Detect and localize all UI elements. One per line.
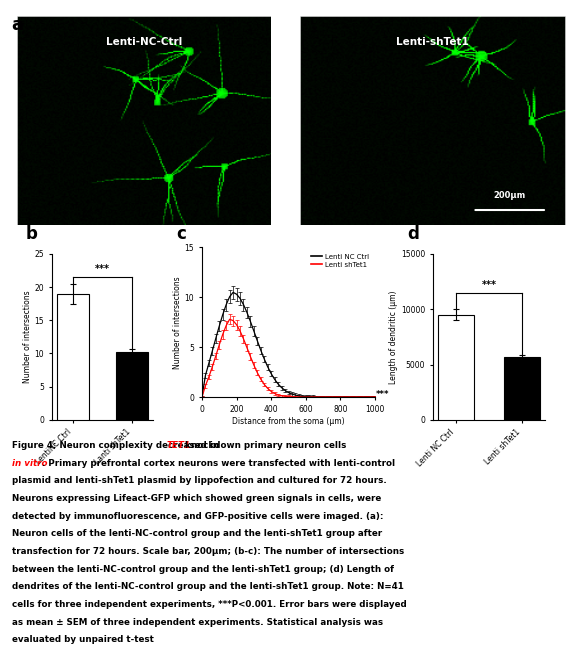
Y-axis label: Number of intersections: Number of intersections [173,276,182,368]
Bar [438,314,474,420]
Bar [57,294,89,420]
Text: ***: *** [95,264,110,274]
Text: transfection for 72 hours. Scale bar, 200μm; (b-c): The number of intersections: transfection for 72 hours. Scale bar, 20… [12,547,404,556]
Text: d: d [407,225,419,243]
Text: in vitro: in vitro [12,459,47,468]
Bar [504,357,540,420]
Text: detected by immunofluorescence, and GFP-positive cells were imaged. (a):: detected by immunofluorescence, and GFP-… [12,512,383,521]
Text: evaluated by unpaired t-test: evaluated by unpaired t-test [12,635,153,644]
Text: Neurons expressing Lifeact-GFP which showed green signals in cells, were: Neurons expressing Lifeact-GFP which sho… [12,494,381,503]
Text: as mean ± SEM of three independent experiments. Statistical analysis was: as mean ± SEM of three independent exper… [12,618,383,626]
Text: dendrites of the lenti-NC-control group and the lenti-shTet1 group. Note: N=41: dendrites of the lenti-NC-control group … [12,582,403,591]
Text: TET1: TET1 [167,441,190,450]
Legend: Lenti NC Ctrl, Lenti shTet1: Lenti NC Ctrl, Lenti shTet1 [309,251,372,271]
Text: ***: *** [482,281,496,290]
Text: b: b [26,225,38,243]
Text: Figure 4: Neuron complexity decreased in: Figure 4: Neuron complexity decreased in [12,441,222,450]
Text: c: c [176,225,186,243]
Text: knockdown primary neuron cells: knockdown primary neuron cells [182,441,346,450]
Text: Lenti-shTet1: Lenti-shTet1 [396,37,469,47]
Text: a: a [12,16,24,35]
Y-axis label: Number of intersections: Number of intersections [23,290,32,383]
Bar [116,352,148,420]
Text: Lenti-NC-Ctrl: Lenti-NC-Ctrl [106,37,182,47]
Text: Neuron cells of the lenti-NC-control group and the lenti-shTet1 group after: Neuron cells of the lenti-NC-control gro… [12,529,381,538]
Y-axis label: Length of dendritic (μm): Length of dendritic (μm) [389,290,398,383]
Text: 200μm: 200μm [493,191,526,200]
Text: cells for three independent experiments, ***P<0.001. Error bars were displayed: cells for three independent experiments,… [12,600,406,609]
X-axis label: Distance from the soma (μm): Distance from the soma (μm) [232,417,345,426]
Text: ***: *** [376,389,389,398]
Text: . Primary prefrontal cortex neurons were transfected with lenti-control: . Primary prefrontal cortex neurons were… [42,459,395,468]
Text: plasmid and lenti-shTet1 plasmid by lippofection and cultured for 72 hours.: plasmid and lenti-shTet1 plasmid by lipp… [12,477,386,486]
Text: between the lenti-NC-control group and the lenti-shTet1 group; (d) Length of: between the lenti-NC-control group and t… [12,564,394,574]
